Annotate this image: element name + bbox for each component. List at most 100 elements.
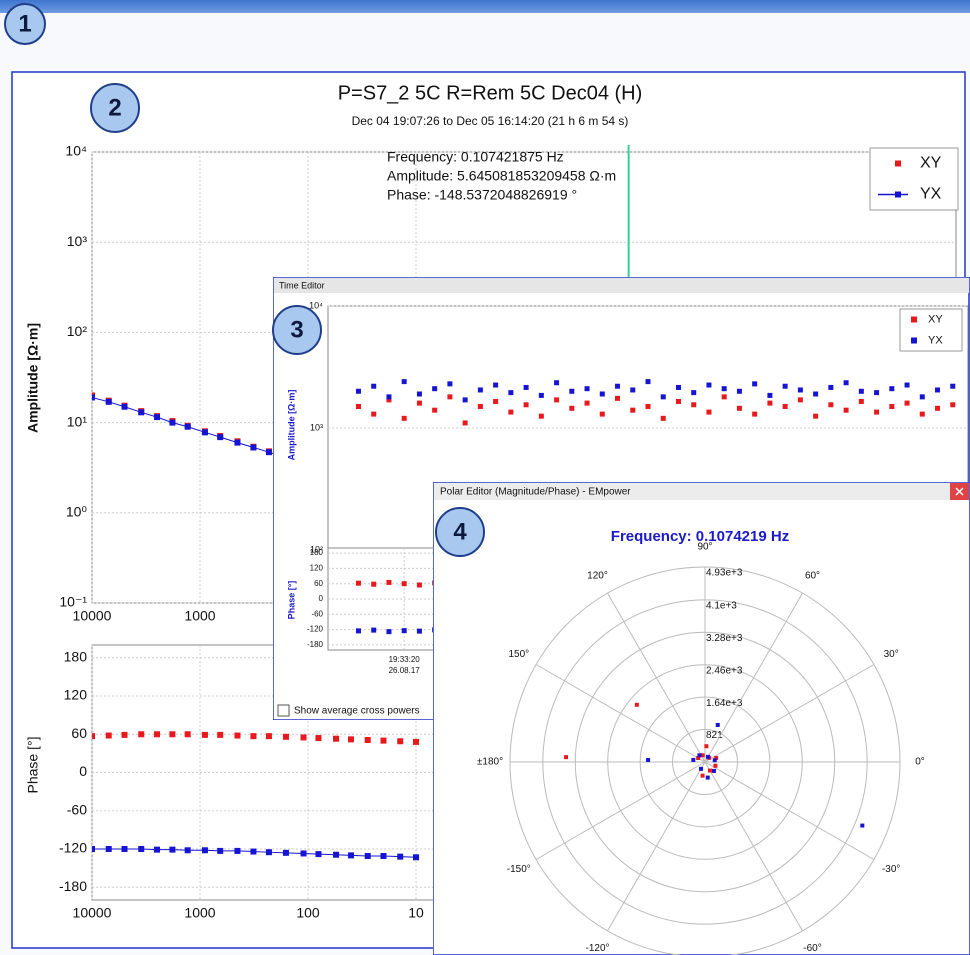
legend-label: YX <box>928 334 943 346</box>
data-point <box>250 733 257 740</box>
data-point <box>919 411 925 417</box>
checkbox[interactable] <box>277 704 290 717</box>
data-point <box>184 423 191 430</box>
data-point <box>169 419 176 426</box>
y-tick-label: -120 <box>307 625 324 634</box>
r-tick-label: 821 <box>706 730 723 741</box>
data-point <box>634 702 639 707</box>
data-point <box>523 402 529 408</box>
data-point <box>201 847 208 854</box>
x-tick-label: 19:33:20 <box>389 655 421 664</box>
data-point <box>184 847 191 854</box>
data-point <box>380 737 387 744</box>
x-tick-label: 1000 <box>184 905 215 921</box>
data-point <box>333 735 340 742</box>
y-tick-label: 10⁻¹ <box>59 594 87 610</box>
y-tick-label: -60 <box>311 609 323 618</box>
grid-spoke <box>535 664 706 763</box>
data-point <box>660 415 666 421</box>
data-point <box>413 738 419 745</box>
data-point <box>675 398 681 404</box>
data-point <box>813 413 819 419</box>
data-point <box>234 847 241 854</box>
data-point <box>201 429 208 436</box>
y-tick-label: 180 <box>310 548 324 557</box>
data-point <box>265 849 272 856</box>
data-point <box>858 388 864 394</box>
data-point <box>950 383 956 389</box>
data-point <box>889 386 895 392</box>
y-tick-label: -120 <box>59 840 87 856</box>
data-point <box>874 409 880 415</box>
y-axis-label: Amplitude [Ω·m] <box>25 323 41 433</box>
grid-spoke <box>704 761 803 932</box>
main-title: P=S7_2 5C R=Rem 5C Dec04 (H) <box>338 82 643 104</box>
data-point <box>704 744 709 749</box>
data-point <box>432 386 438 392</box>
y-axis-label: Phase [°] <box>25 737 41 794</box>
badge: 1 <box>4 3 46 45</box>
r-tick-label: 2.46e+3 <box>706 665 743 676</box>
data-point <box>782 404 788 410</box>
data-point <box>371 627 377 633</box>
data-point <box>705 754 710 759</box>
data-point <box>105 398 112 405</box>
x-tick-label: 100 <box>296 905 320 921</box>
data-point <box>217 434 224 441</box>
data-point <box>935 405 941 411</box>
window-frame <box>433 482 970 955</box>
grid-spoke <box>704 592 803 763</box>
title-bar <box>434 483 969 500</box>
data-point <box>105 846 112 852</box>
plot-clip <box>355 379 956 426</box>
data-point <box>752 411 758 417</box>
data-point <box>584 386 590 392</box>
y-tick-label: 120 <box>64 687 88 703</box>
data-point <box>697 753 702 758</box>
data-point <box>828 402 834 408</box>
data-point <box>858 398 864 404</box>
data-point <box>154 846 161 853</box>
data-point <box>265 733 272 740</box>
data-point <box>138 731 145 738</box>
data-point <box>355 628 361 634</box>
data-point <box>554 380 560 386</box>
data-point <box>121 846 128 852</box>
legend-marker <box>895 191 901 198</box>
data-point <box>401 628 407 634</box>
data-point <box>523 384 529 390</box>
data-point <box>371 581 377 587</box>
data-point <box>355 388 361 394</box>
data-point <box>121 731 128 738</box>
data-point <box>300 734 307 741</box>
data-point <box>401 581 407 587</box>
y-tick-label: 0 <box>319 594 324 603</box>
data-point <box>154 731 161 738</box>
legend-box <box>899 308 963 352</box>
title-bar <box>274 278 969 293</box>
y-tick-label: 10⁰ <box>66 504 88 520</box>
badge: 2 <box>90 83 140 133</box>
data-point <box>138 409 145 416</box>
grid-spoke <box>535 761 706 860</box>
close-icon <box>955 487 964 496</box>
legend-box <box>869 147 959 211</box>
x-tick-label: 10000 <box>73 608 112 624</box>
polar-editor-window[interactable]: Polar Editor (Magnitude/Phase) - EMpower… <box>433 482 970 955</box>
legend-marker <box>895 160 901 167</box>
data-point <box>416 400 422 406</box>
data-point <box>538 392 544 398</box>
grid-spoke <box>607 761 706 932</box>
data-point <box>721 394 727 400</box>
data-point <box>935 387 941 393</box>
y-tick-label: 120 <box>310 564 324 573</box>
polar-title: Frequency: 0.1074219 Hz <box>611 528 789 545</box>
y-tick-label: 10³ <box>310 422 323 432</box>
data-point <box>752 381 758 387</box>
data-point <box>250 848 257 855</box>
data-point <box>386 394 392 400</box>
data-point <box>121 403 128 410</box>
data-point <box>380 853 387 860</box>
data-point <box>347 852 354 859</box>
